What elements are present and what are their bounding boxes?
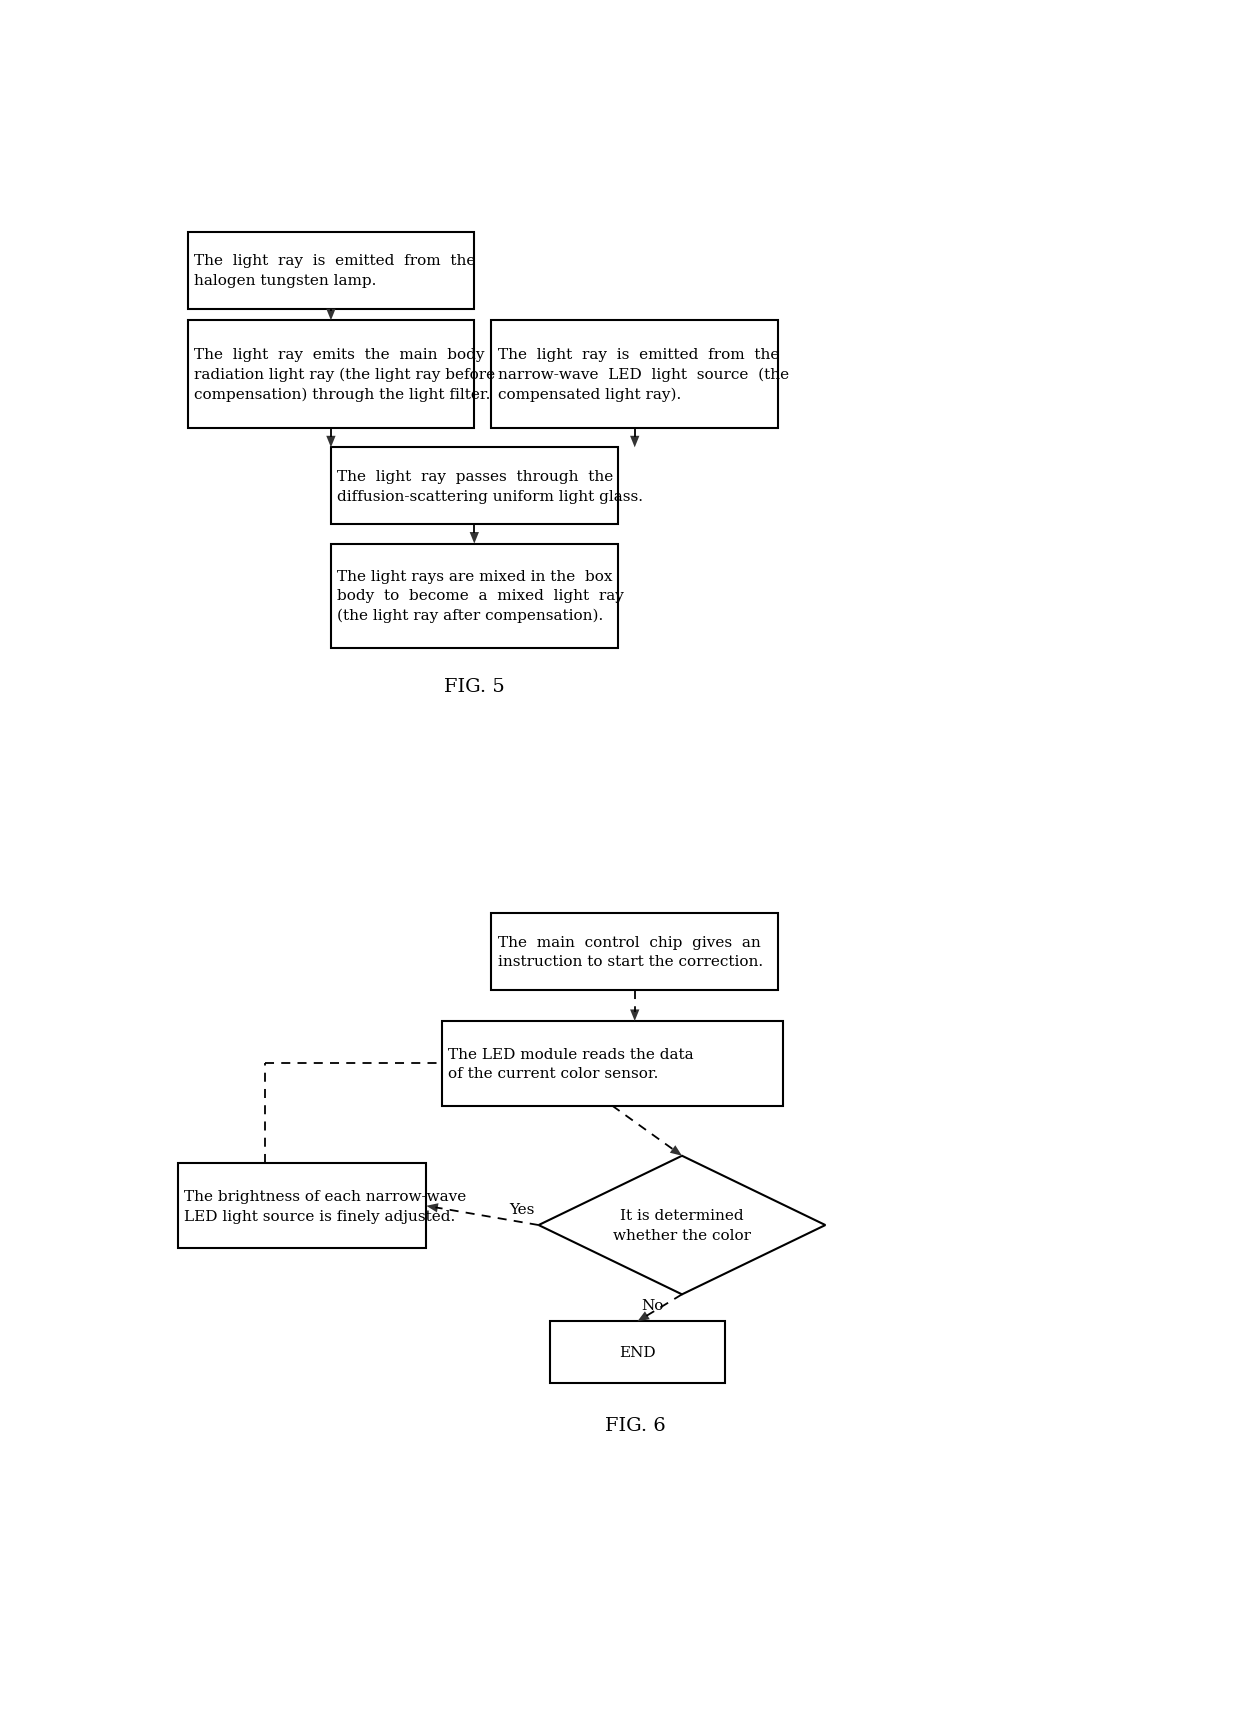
Bar: [331, 447, 618, 524]
Polygon shape: [630, 1010, 640, 1022]
Bar: [331, 545, 618, 648]
Polygon shape: [326, 310, 336, 321]
Text: The LED module reads the data
of the current color sensor.: The LED module reads the data of the cur…: [448, 1047, 693, 1080]
Text: FIG. 5: FIG. 5: [444, 677, 505, 696]
Bar: [441, 1022, 782, 1106]
Bar: [491, 321, 779, 428]
Bar: [187, 321, 474, 428]
Text: The  light  ray  emits  the  main  body
radiation light ray (the light ray befor: The light ray emits the main body radiat…: [193, 348, 495, 403]
Polygon shape: [326, 437, 336, 447]
Text: END: END: [619, 1345, 656, 1359]
Bar: [179, 1164, 427, 1248]
Bar: [491, 914, 779, 991]
Bar: [551, 1321, 724, 1383]
Text: The brightness of each narrow-wave
LED light source is finely adjusted.: The brightness of each narrow-wave LED l…: [185, 1190, 466, 1222]
Polygon shape: [538, 1155, 826, 1294]
Text: The  main  control  chip  gives  an
instruction to start the correction.: The main control chip gives an instructi…: [497, 936, 763, 968]
Polygon shape: [630, 437, 640, 447]
Polygon shape: [427, 1203, 439, 1212]
Text: The light rays are mixed in the  box
body  to  become  a  mixed  light  ray
(the: The light rays are mixed in the box body…: [337, 569, 624, 622]
Text: The  light  ray  is  emitted  from  the
narrow-wave  LED  light  source  (the
co: The light ray is emitted from the narrow…: [497, 348, 789, 403]
Polygon shape: [637, 1311, 650, 1321]
Text: The  light  ray  is  emitted  from  the
halogen tungsten lamp.: The light ray is emitted from the haloge…: [193, 254, 475, 288]
Polygon shape: [670, 1145, 682, 1155]
Text: The  light  ray  passes  through  the
diffusion-scattering uniform light glass.: The light ray passes through the diffusi…: [337, 470, 644, 504]
Text: No: No: [641, 1299, 663, 1313]
Bar: [187, 233, 474, 310]
Text: Yes: Yes: [510, 1202, 534, 1217]
Text: FIG. 6: FIG. 6: [605, 1416, 666, 1435]
Text: It is determined
whether the color: It is determined whether the color: [613, 1208, 751, 1243]
Polygon shape: [470, 533, 479, 545]
